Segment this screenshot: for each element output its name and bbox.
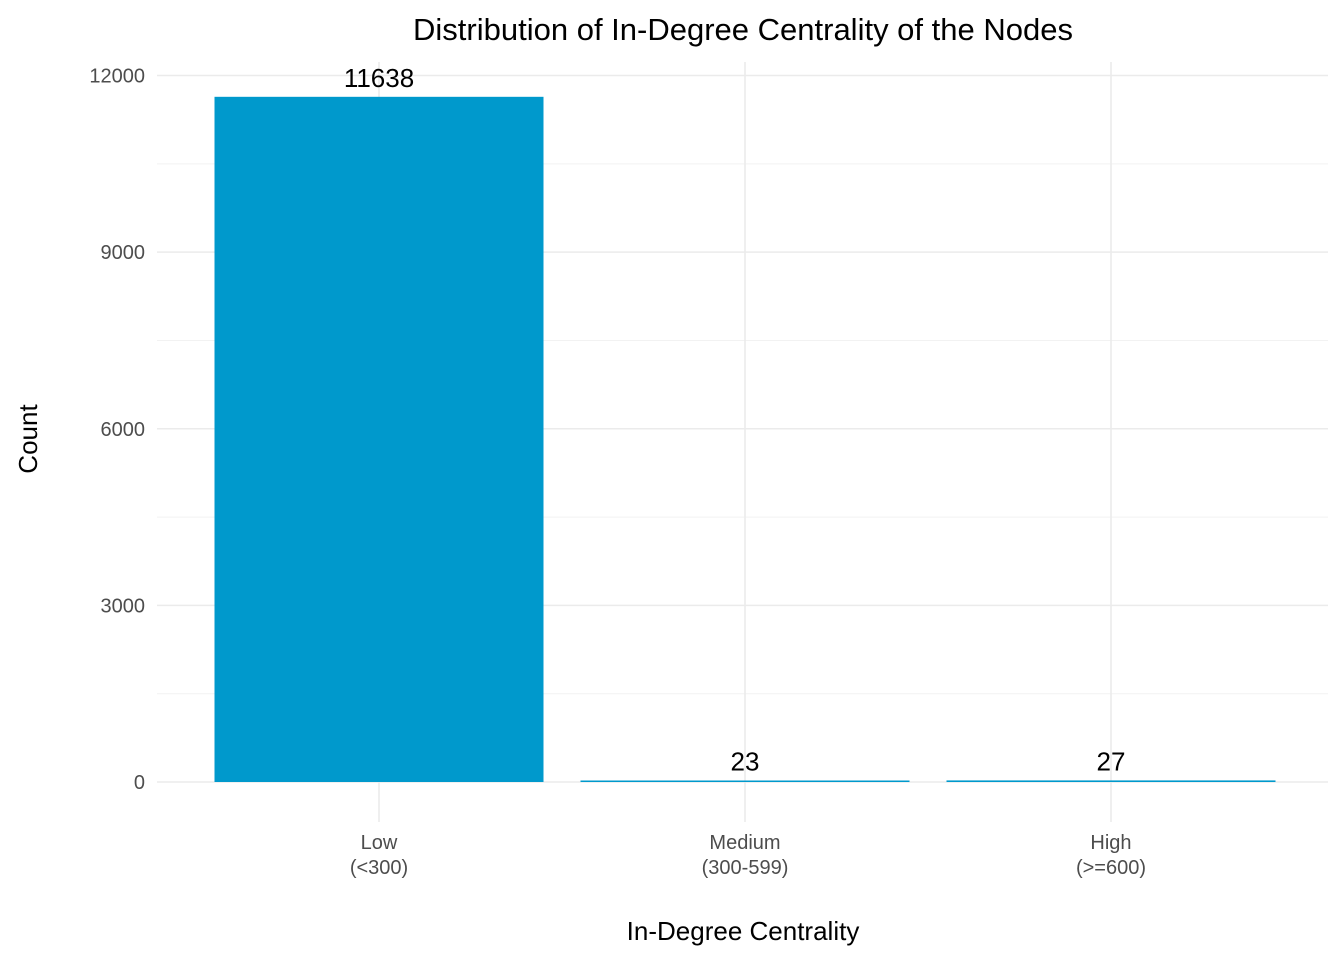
x-tick-label: Low (<300) <box>350 832 408 879</box>
y-tick-label: 3000 <box>101 595 146 617</box>
bar-value-label: 27 <box>1097 746 1126 776</box>
x-tick-label: Medium (300-599) <box>702 832 789 879</box>
bar-value-label: 23 <box>731 747 760 777</box>
bar <box>214 96 544 783</box>
bar-value-label: 11638 <box>344 63 414 93</box>
x-axis-title: In-Degree Centrality <box>627 916 860 946</box>
y-axis-title: Count <box>13 404 43 474</box>
x-tick-label: High (>=600) <box>1076 832 1146 879</box>
y-axis-ticks: 0 3000 6000 9000 12000 <box>89 66 145 795</box>
chart-title: Distribution of In-Degree Centrality of … <box>413 12 1073 47</box>
bar <box>946 780 1276 782</box>
x-axis-ticks: Low (<300) Medium (300-599) High (>=600) <box>350 832 1146 879</box>
bars-group <box>214 96 1276 783</box>
y-tick-label: 6000 <box>101 419 146 441</box>
bar <box>580 780 910 782</box>
y-tick-label: 0 <box>134 772 145 794</box>
y-tick-label: 9000 <box>101 242 146 264</box>
bar-value-labels: 11638 23 27 <box>344 63 1126 777</box>
y-tick-label: 12000 <box>89 66 145 88</box>
